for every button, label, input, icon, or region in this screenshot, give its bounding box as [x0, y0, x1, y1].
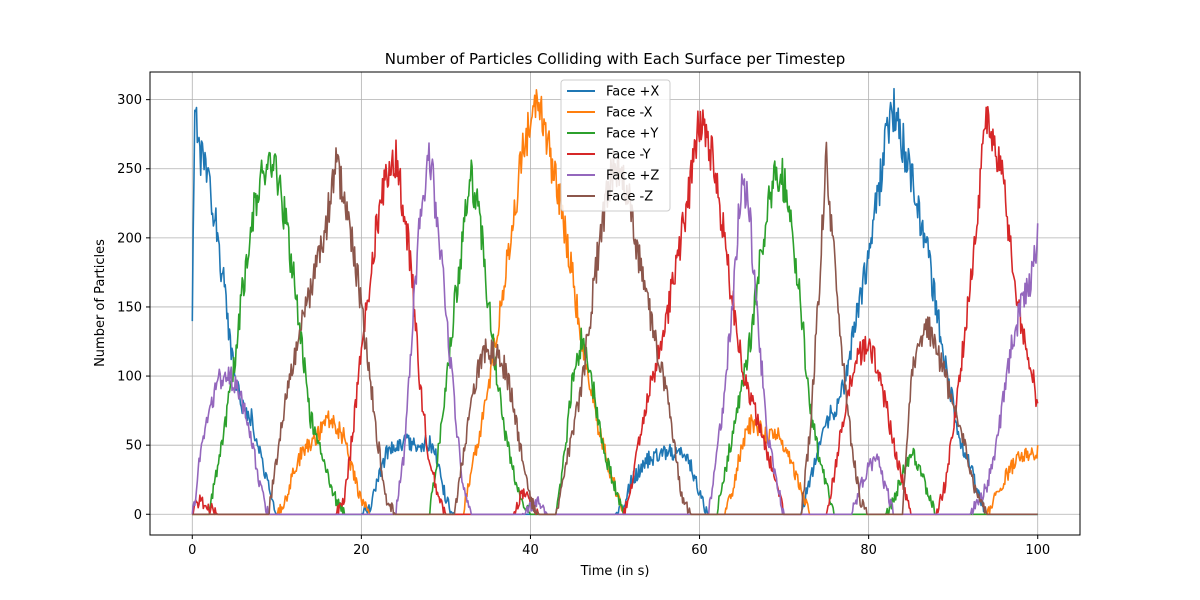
- legend-label: Face +Y: [606, 127, 658, 142]
- plot-frame: [149, 71, 1081, 536]
- legend-label: Face -Y: [606, 148, 651, 163]
- legend: Face +X Face -X Face +Y Face -Y Face +Z Face …: [560, 79, 671, 212]
- series-line-3: [192, 151, 1038, 516]
- y-tick-label: 100: [117, 370, 142, 385]
- x-tick-label: 60: [691, 543, 708, 558]
- y-tick-label: 0: [134, 508, 142, 523]
- x-tick-label: 40: [522, 543, 539, 558]
- x-tick-label: 20: [353, 543, 370, 558]
- x-axis-label: Time (in s): [580, 564, 650, 579]
- y-axis-ticks: 0 50 100 150 200 250 300: [117, 93, 150, 523]
- x-tick-label: 80: [860, 543, 877, 558]
- x-tick-label: 100: [1025, 543, 1050, 558]
- y-tick-label: 150: [117, 300, 142, 315]
- y-tick-label: 300: [117, 93, 142, 108]
- chart-title: Number of Particles Colliding with Each …: [385, 50, 845, 68]
- legend-label: Face -X: [606, 106, 653, 121]
- x-axis-ticks: 0 20 40 60 80 100: [188, 535, 1050, 558]
- y-tick-label: 200: [117, 231, 142, 246]
- legend-label: Face -Z: [606, 190, 653, 205]
- y-tick-label: 50: [125, 439, 142, 454]
- x-tick-label: 0: [188, 543, 196, 558]
- legend-label: Face +Z: [606, 169, 659, 184]
- y-axis-label: Number of Particles: [93, 239, 108, 367]
- y-tick-label: 250: [117, 162, 142, 177]
- legend-label: Face +X: [606, 85, 659, 100]
